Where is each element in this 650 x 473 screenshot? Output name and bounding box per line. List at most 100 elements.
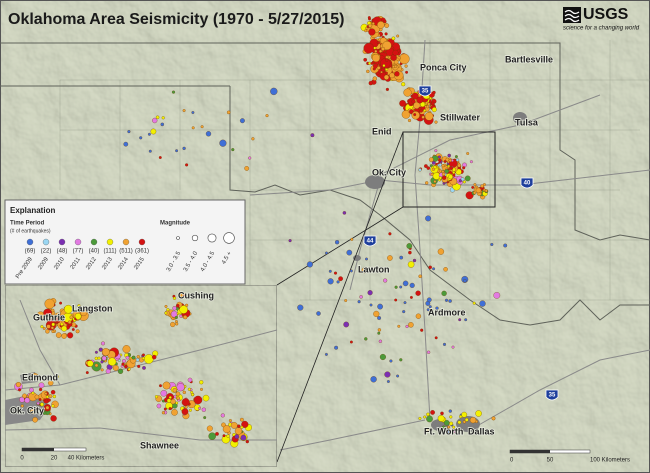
quake: [67, 320, 72, 324]
quake: [32, 417, 38, 423]
quake: [241, 420, 249, 428]
quake: [316, 311, 321, 316]
quake: [386, 380, 390, 383]
quake: [397, 56, 401, 60]
quake: [426, 308, 430, 312]
quake: [61, 325, 68, 332]
highway-shield: [418, 85, 432, 97]
highway-number: 35: [422, 89, 429, 95]
quake: [80, 309, 88, 317]
quake: [85, 371, 89, 375]
quake: [288, 239, 292, 243]
quake: [425, 181, 429, 185]
quake: [94, 350, 98, 354]
quake: [449, 415, 453, 419]
quake: [112, 364, 119, 371]
quake: [421, 115, 425, 119]
quake: [15, 382, 21, 388]
quake: [437, 415, 445, 422]
quake: [413, 101, 421, 109]
quake: [368, 23, 373, 28]
period-swatch: [74, 238, 82, 246]
quake: [179, 314, 183, 318]
quake: [402, 310, 406, 314]
quake: [206, 425, 213, 432]
quake: [503, 243, 508, 248]
earthquakes: [123, 15, 508, 434]
quake: [432, 267, 436, 271]
quake: [343, 321, 350, 328]
quake: [270, 87, 278, 96]
quake: [396, 34, 400, 38]
quake: [464, 175, 471, 182]
quake: [166, 398, 172, 403]
quake: [442, 342, 447, 346]
quake: [448, 299, 452, 303]
quake: [376, 66, 381, 70]
inset-scale-label: 0: [20, 456, 24, 462]
quake: [401, 82, 406, 87]
quake: [415, 290, 421, 296]
quake: [464, 318, 468, 322]
quake: [193, 395, 203, 405]
highway-shield: [363, 235, 377, 247]
quake: [53, 314, 58, 319]
city-label: Stillwater: [440, 112, 481, 122]
quake: [187, 377, 193, 383]
quake: [171, 409, 178, 416]
quake: [484, 189, 488, 193]
quake: [148, 149, 152, 153]
quake: [394, 64, 398, 68]
quake: [147, 132, 151, 136]
inset-city-label: Langston: [72, 303, 113, 313]
quake: [384, 32, 388, 36]
legend: Explanation Time Period (# of earthquake…: [4, 199, 246, 285]
quake: [50, 389, 56, 395]
quake: [185, 303, 189, 307]
quake: [59, 301, 63, 305]
quake: [441, 164, 445, 168]
quake: [385, 58, 389, 62]
quake: [61, 333, 67, 339]
magnitude-heading: Magnitude: [160, 221, 191, 227]
scale-label: 50: [547, 458, 554, 464]
period-swatch: [90, 238, 98, 246]
quake: [205, 131, 212, 137]
quake: [411, 92, 419, 100]
period-swatch: [58, 238, 66, 246]
highway-number: 35: [549, 393, 556, 399]
quake: [20, 404, 24, 408]
quake: [47, 398, 51, 402]
quake: [297, 304, 304, 311]
quake: [100, 360, 104, 364]
city-label: Bartlesville: [505, 54, 553, 64]
quake: [423, 415, 427, 419]
quake: [54, 318, 58, 322]
quake: [38, 387, 43, 392]
quake: [493, 292, 501, 299]
quake: [45, 329, 50, 334]
quake: [77, 304, 81, 308]
quake: [448, 409, 452, 413]
quake: [175, 149, 179, 153]
quake: [181, 398, 190, 407]
quake: [163, 407, 167, 411]
quake: [30, 373, 39, 382]
quake: [431, 101, 435, 106]
quake: [426, 415, 433, 423]
quake: [443, 160, 447, 163]
quake: [431, 167, 435, 171]
quake: [24, 397, 31, 404]
period-swatch: [26, 238, 34, 246]
quake: [457, 420, 462, 425]
quake: [431, 107, 437, 113]
quake: [30, 408, 36, 415]
period-swatch: [138, 238, 146, 246]
quake: [378, 339, 383, 343]
quake: [34, 394, 40, 400]
quake: [407, 118, 412, 123]
quake: [363, 42, 375, 54]
quake: [222, 425, 231, 433]
quake: [203, 416, 207, 420]
